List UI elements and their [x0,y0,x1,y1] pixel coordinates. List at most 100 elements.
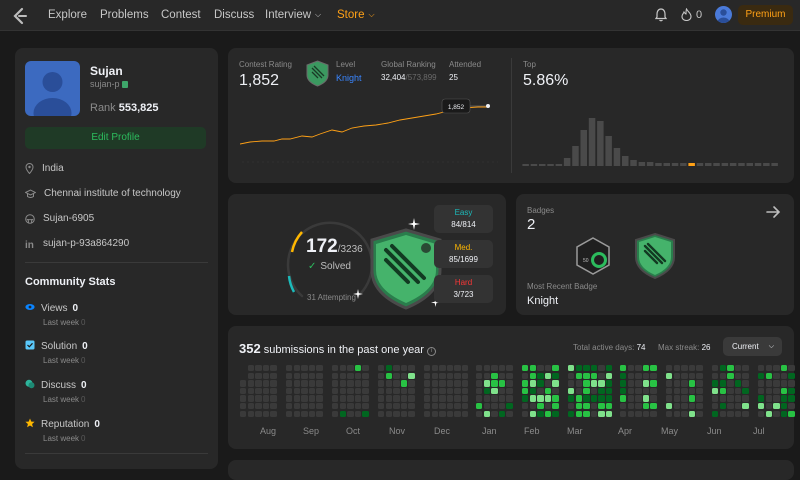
heatmap-cell[interactable] [635,372,642,379]
heatmap-cell[interactable] [255,395,262,402]
heatmap-cell[interactable] [439,380,446,387]
heatmap-cell[interactable] [476,365,483,372]
heatmap-cell[interactable] [522,395,529,402]
heatmap-cell[interactable] [332,410,339,417]
heatmap-cell[interactable] [262,387,270,395]
heatmap-cell[interactable] [362,410,369,417]
heatmap-cell[interactable] [385,387,392,395]
heatmap-cell[interactable] [788,403,795,410]
heatmap-cell[interactable] [339,365,346,372]
heatmap-cell[interactable] [696,403,703,410]
heatmap-cell[interactable] [446,395,454,402]
heatmap-cell[interactable] [255,410,262,417]
heatmap-cell[interactable] [590,380,598,387]
heatmap-cell[interactable] [362,387,369,395]
heatmap-cell[interactable] [765,365,772,372]
heatmap-cell[interactable] [590,372,598,379]
heatmap-cell[interactable] [650,403,657,410]
heatmap-cell[interactable] [506,365,513,372]
heatmap-cell[interactable] [347,372,354,379]
heatmap-cell[interactable] [400,410,408,417]
heatmap-cell[interactable] [293,380,300,387]
heatmap-cell[interactable] [544,403,552,410]
heatmap-cell[interactable] [446,387,454,395]
heatmap-cell[interactable] [385,372,392,379]
heatmap-cell[interactable] [308,365,316,372]
heatmap-cell[interactable] [537,395,544,402]
heatmap-cell[interactable] [773,403,780,410]
heatmap-cell[interactable] [635,410,642,417]
heatmap-cell[interactable] [332,403,339,410]
heatmap-cell[interactable] [354,365,362,372]
heatmap-cell[interactable] [765,403,772,410]
heatmap-cell[interactable] [765,380,772,387]
heatmap-cell[interactable] [529,403,536,410]
heatmap-cell[interactable] [522,410,529,417]
heatmap-cell[interactable] [552,372,559,379]
heatmap-cell[interactable] [650,387,657,395]
heatmap-cell[interactable] [339,403,346,410]
heatmap-cell[interactable] [308,395,316,402]
heatmap-cell[interactable] [408,403,415,410]
heatmap-cell[interactable] [476,380,483,387]
heatmap-cell[interactable] [240,373,246,379]
heatmap-cell[interactable] [575,410,582,417]
heatmap-cell[interactable] [378,372,385,379]
heatmap-cell[interactable] [742,365,749,372]
heatmap-cell[interactable] [354,410,362,417]
heatmap-cell[interactable] [354,387,362,395]
github-row[interactable]: Sujan-6905 [25,213,94,224]
heatmap-cell[interactable] [758,403,765,410]
heatmap-cell[interactable] [301,372,308,379]
heatmap-cell[interactable] [568,387,575,395]
heatmap-cell[interactable] [286,372,293,379]
heatmap-cell[interactable] [385,410,392,417]
heatmap-cell[interactable] [552,410,559,417]
heatmap-cell[interactable] [347,410,354,417]
heatmap-cell[interactable] [247,387,254,395]
heatmap-cell[interactable] [681,372,688,379]
heatmap-cell[interactable] [476,387,483,395]
heatmap-cell[interactable] [627,380,634,387]
heatmap-cell[interactable] [666,395,673,402]
heatmap-cell[interactable] [506,380,513,387]
heatmap-cell[interactable] [544,387,552,395]
heatmap-cell[interactable] [598,410,605,417]
heatmap-cell[interactable] [696,410,703,417]
heatmap-cell[interactable] [255,403,262,410]
heatmap-cell[interactable] [454,372,461,379]
heatmap-cell[interactable] [719,403,726,410]
heatmap-cell[interactable] [286,387,293,395]
heatmap-cell[interactable] [620,395,627,402]
heatmap-cell[interactable] [537,372,544,379]
heatmap-cell[interactable] [642,372,650,379]
heatmap-cell[interactable] [385,395,392,402]
heatmap-cell[interactable] [247,395,254,402]
heatmap-cell[interactable] [262,395,270,402]
heatmap-cell[interactable] [400,380,408,387]
heatmap-cell[interactable] [590,395,598,402]
heatmap-cell[interactable] [719,387,726,395]
heatmap-cell[interactable] [788,410,795,417]
heatmap-cell[interactable] [393,387,400,395]
heatmap-cell[interactable] [483,403,490,410]
heatmap-cell[interactable] [332,372,339,379]
nav-store[interactable]: Store ⌵ [337,9,375,21]
heatmap-cell[interactable] [635,403,642,410]
heatmap-cell[interactable] [712,380,719,387]
heatmap-cell[interactable] [673,410,680,417]
premium-button[interactable]: Premium [738,5,793,25]
heatmap-cell[interactable] [765,410,772,417]
heatmap-cell[interactable] [308,372,316,379]
heatmap-cell[interactable] [332,387,339,395]
heatmap-cell[interactable] [506,403,513,410]
heatmap-cell[interactable] [650,410,657,417]
heatmap-cell[interactable] [598,372,605,379]
heatmap-cell[interactable] [431,403,438,410]
heatmap-cell[interactable] [758,365,765,372]
heatmap-cell[interactable] [286,410,293,417]
heatmap-cell[interactable] [385,403,392,410]
heatmap-cell[interactable] [583,365,590,372]
heatmap-cell[interactable] [583,395,590,402]
heatmap-cell[interactable] [332,365,339,372]
